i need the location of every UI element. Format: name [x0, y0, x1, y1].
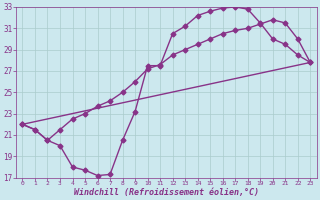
X-axis label: Windchill (Refroidissement éolien,°C): Windchill (Refroidissement éolien,°C) [74, 188, 259, 197]
